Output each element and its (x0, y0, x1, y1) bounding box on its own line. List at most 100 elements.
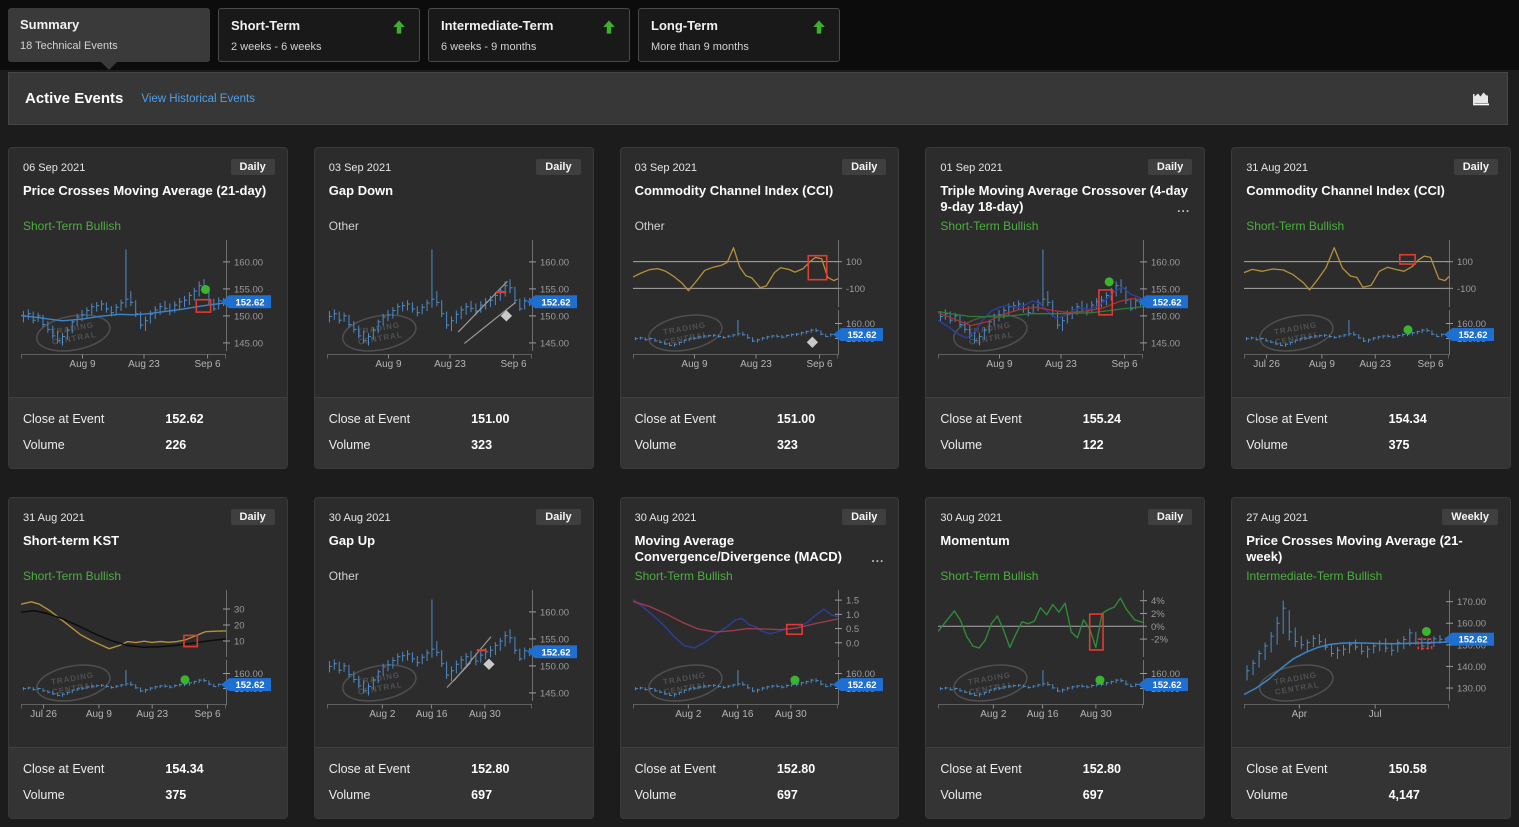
volume-row: Volume 323 (635, 432, 885, 458)
tab-sublabel: More than 9 months (651, 41, 749, 53)
svg-text:150.00: 150.00 (540, 661, 569, 672)
svg-text:155.00: 155.00 (234, 284, 263, 295)
svg-text:152.62: 152.62 (847, 330, 876, 341)
event-date: 30 Aug 2021 (328, 512, 391, 524)
volume-value: 697 (1082, 788, 1104, 802)
svg-text:160.00: 160.00 (234, 669, 263, 680)
tab-long-term[interactable]: Long-Term More than 9 months (638, 8, 840, 62)
svg-text:Jul 26: Jul 26 (30, 709, 57, 720)
svg-text:160.00: 160.00 (1151, 669, 1180, 680)
event-title: Short-term KST ... (9, 525, 287, 567)
svg-text:Sep 6: Sep 6 (500, 359, 527, 370)
svg-text:160.00: 160.00 (540, 257, 569, 268)
event-title: Momentum ... (926, 525, 1204, 567)
event-title-text: Gap Up (328, 533, 376, 548)
volume-value: 323 (776, 438, 798, 452)
volume-row: Volume 323 (329, 432, 579, 458)
svg-text:100: 100 (1457, 257, 1473, 268)
event-title: Commodity Channel Index (CCI) ... (1232, 175, 1510, 217)
svg-text:Aug 9: Aug 9 (987, 359, 1014, 370)
card-footer: Close at Event 154.34 Volume 375 (1232, 397, 1510, 468)
card-header: 03 Sep 2021 Daily (315, 148, 593, 175)
periodicity-badge: Daily (1147, 509, 1193, 525)
tab-intermediate-term[interactable]: Intermediate-Term 6 weeks - 9 months (428, 8, 630, 62)
close-at-event-label: Close at Event (23, 412, 105, 426)
card-header: 30 Aug 2021 Daily (621, 498, 899, 525)
svg-text:Aug 23: Aug 23 (740, 359, 772, 370)
event-date: 31 Aug 2021 (1246, 162, 1308, 174)
close-at-event-row: Close at Event 152.80 (635, 756, 885, 782)
event-date: 03 Sep 2021 (328, 162, 392, 174)
svg-text:130.00: 130.00 (1457, 684, 1486, 695)
event-title: Gap Down ... (315, 175, 593, 217)
svg-text:Apr: Apr (1292, 709, 1308, 720)
close-at-event-row: Close at Event 152.80 (940, 756, 1190, 782)
periodicity-badge: Daily (536, 159, 581, 175)
svg-text:150.00: 150.00 (1151, 311, 1180, 322)
event-card[interactable]: 30 Aug 2021 Daily Moving Average Converg… (619, 497, 900, 819)
chart-area: TRADING CENTRAL 160.00 155.00 150.00 145.00 15… (926, 237, 1204, 371)
close-at-event-row: Close at Event 151.00 (635, 406, 885, 432)
event-card[interactable]: 03 Sep 2021 Daily Gap Down ... Other TRA… (313, 147, 594, 469)
periodicity-badge: Daily (842, 509, 887, 525)
volume-label: Volume (1246, 438, 1288, 452)
svg-text:-100: -100 (1457, 284, 1476, 295)
event-card[interactable]: 31 Aug 2021 Daily Short-term KST ... Sho… (8, 497, 288, 819)
svg-text:160.00: 160.00 (1457, 319, 1486, 330)
event-card[interactable]: 30 Aug 2021 Daily Gap Up ... Other TRADI… (313, 497, 594, 819)
tab-summary[interactable]: Summary 18 Technical Events (8, 8, 210, 70)
event-title-text: Triple Moving Average Crossover (4-day 9… (940, 183, 1188, 215)
view-historical-events-link[interactable]: View Historical Events (141, 92, 255, 105)
svg-text:Aug 2: Aug 2 (675, 709, 702, 720)
svg-text:152.62: 152.62 (541, 647, 570, 658)
tab-label: Long-Term (651, 18, 718, 33)
volume-value: 697 (776, 788, 798, 802)
volume-value: 4,147 (1388, 788, 1420, 802)
tab-label: Short-Term (231, 18, 301, 33)
event-card[interactable]: 06 Sep 2021 Daily Price Crosses Moving A… (8, 147, 288, 469)
svg-text:145.00: 145.00 (540, 338, 569, 349)
volume-label: Volume (328, 788, 371, 802)
chart-area: TRADINGCENTRAL302010160.00150.00152.62Ju… (9, 587, 287, 721)
close-at-event-value: 154.34 (165, 762, 204, 776)
svg-text:2%: 2% (1151, 609, 1165, 620)
volume-value: 323 (471, 438, 493, 452)
svg-text:Sep 6: Sep 6 (194, 359, 221, 370)
event-title: Commodity Channel Index (CCI) ... (621, 175, 899, 217)
area-chart-icon[interactable] (1471, 90, 1491, 108)
title-overflow-icon[interactable]: ... (871, 551, 885, 565)
event-chart: TRADINGCENTRAL100-100160.00150.00152.62A… (632, 240, 883, 370)
event-card[interactable]: 27 Aug 2021 Weekly Price Crosses Moving … (1231, 497, 1511, 819)
svg-text:150.00: 150.00 (234, 311, 263, 322)
svg-text:20: 20 (234, 621, 245, 632)
periodicity-badge: Daily (230, 159, 275, 175)
svg-text:0.0: 0.0 (846, 638, 859, 649)
periodicity-badge: Daily (842, 159, 887, 175)
event-chart: TRADINGCENTRAL160.00155.00150.00145.0015… (938, 240, 1189, 370)
svg-text:152.62: 152.62 (235, 680, 264, 691)
volume-label: Volume (940, 788, 983, 802)
chart-area: TRADING CENTRAL 160.00 155.00 150.00 145.00 15… (315, 587, 593, 721)
event-card[interactable]: 03 Sep 2021 Daily Commodity Channel Inde… (619, 147, 900, 469)
close-at-event-row: Close at Event 154.34 (1246, 406, 1496, 432)
event-date: 30 Aug 2021 (940, 512, 1003, 524)
event-card[interactable]: 30 Aug 2021 Daily Momentum ... Short-Ter… (925, 497, 1206, 819)
event-card[interactable]: 31 Aug 2021 Daily Commodity Channel Inde… (1231, 147, 1511, 469)
svg-text:155.00: 155.00 (1151, 284, 1180, 295)
close-at-event-value: 152.62 (165, 412, 204, 426)
event-title-text: Price Crosses Moving Average (21-day) (23, 183, 267, 198)
event-date: 30 Aug 2021 (634, 512, 697, 524)
event-card[interactable]: 01 Sep 2021 Daily Triple Moving Average … (925, 147, 1206, 469)
svg-text:170.00: 170.00 (1457, 597, 1486, 608)
card-header: 03 Sep 2021 Daily (621, 148, 899, 175)
title-overflow-icon[interactable]: ... (1177, 201, 1191, 215)
svg-text:145.00: 145.00 (540, 688, 569, 699)
close-at-event-label: Close at Event (1246, 762, 1328, 776)
svg-text:100: 100 (846, 257, 862, 268)
svg-text:152.62: 152.62 (235, 297, 264, 308)
svg-text:0%: 0% (1151, 622, 1165, 633)
tab-short-term[interactable]: Short-Term 2 weeks - 6 weeks (218, 8, 420, 62)
periodicity-badge: Daily (1453, 159, 1498, 175)
event-classification: Other (328, 569, 359, 583)
volume-value: 375 (165, 788, 187, 802)
